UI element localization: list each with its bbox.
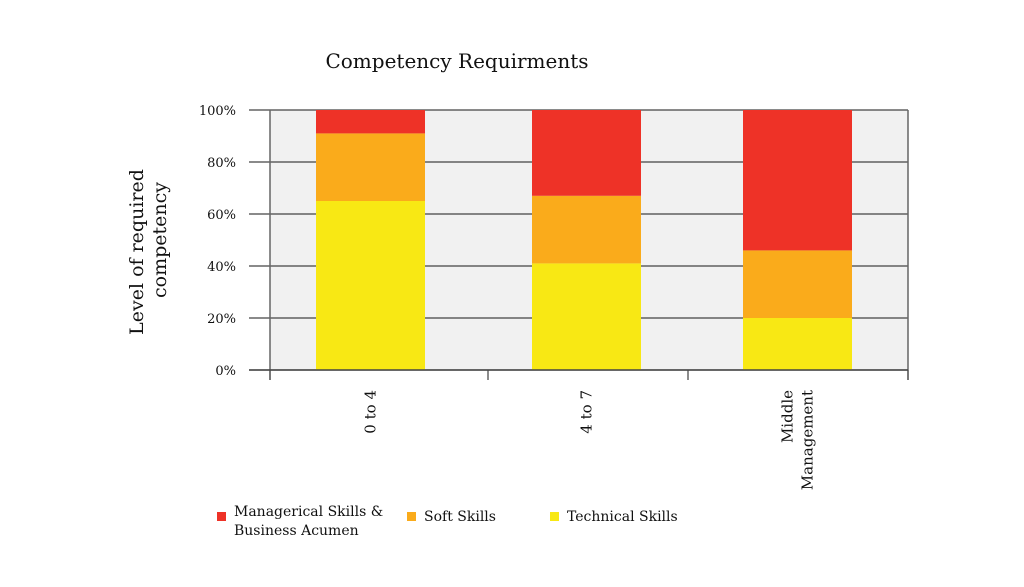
bar-segment-soft-skills — [532, 195, 641, 264]
bar-segment-technical-skills — [532, 263, 641, 370]
x-tick-label: Middle — [779, 390, 797, 443]
y-tick-label: 100% — [199, 104, 236, 119]
chart-title: Competency Requirments — [325, 49, 588, 73]
y-axis-label-line-2: competency — [149, 182, 171, 298]
bar-segment-technical-skills — [316, 201, 425, 370]
x-tick-label: 4 to 7 — [578, 390, 596, 434]
bar-segment-managerical-skills-business-acumen — [316, 110, 425, 134]
bar-segment-managerical-skills-business-acumen — [743, 110, 852, 251]
x-tick-label: Management — [799, 390, 817, 490]
legend-label: Business Acumen — [234, 523, 359, 539]
y-tick-label: 80% — [207, 156, 236, 171]
legend-label: Technical Skills — [567, 509, 678, 525]
y-tick-label: 40% — [207, 260, 236, 275]
bar-segment-soft-skills — [743, 250, 852, 318]
y-axis-label-line-1: Level of required — [126, 169, 148, 335]
x-tick-label: 0 to 4 — [362, 390, 380, 434]
legend-swatch — [407, 512, 416, 521]
legend-label: Managerical Skills & — [234, 504, 383, 520]
legend-swatch — [550, 512, 559, 521]
bar-segment-technical-skills — [743, 318, 852, 370]
y-tick-label: 20% — [207, 312, 236, 327]
y-tick-label: 0% — [215, 364, 236, 379]
legend-label: Soft Skills — [424, 509, 496, 525]
bar-segment-soft-skills — [316, 133, 425, 201]
bar-segment-managerical-skills-business-acumen — [532, 110, 641, 196]
y-tick-label: 60% — [207, 208, 236, 223]
legend-swatch — [217, 512, 226, 521]
